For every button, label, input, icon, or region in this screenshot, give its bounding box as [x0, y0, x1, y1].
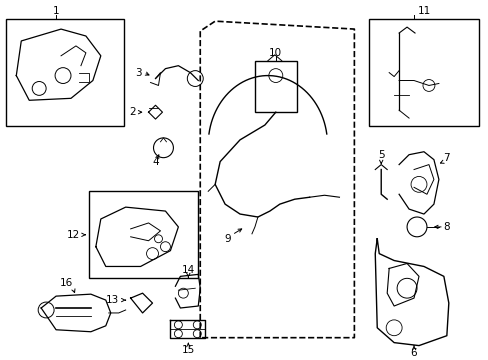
Text: 12: 12: [66, 230, 80, 240]
Text: 9: 9: [224, 234, 231, 244]
Text: 8: 8: [443, 222, 449, 232]
Bar: [254, 61, 296, 112]
Bar: [368, 19, 478, 126]
Text: 4: 4: [152, 157, 159, 167]
Text: 15: 15: [182, 345, 195, 355]
Text: 14: 14: [182, 265, 195, 275]
Text: 13: 13: [106, 295, 119, 305]
Text: 3: 3: [135, 68, 142, 78]
Text: 1: 1: [53, 6, 59, 16]
Bar: [89, 191, 198, 278]
Text: 10: 10: [269, 48, 282, 58]
Text: 7: 7: [443, 153, 449, 163]
Text: 5: 5: [377, 150, 384, 160]
Text: 16: 16: [59, 278, 73, 288]
Text: 2: 2: [129, 107, 136, 117]
Text: 6: 6: [410, 347, 416, 357]
Bar: [6, 19, 123, 126]
Text: 11: 11: [416, 6, 430, 16]
